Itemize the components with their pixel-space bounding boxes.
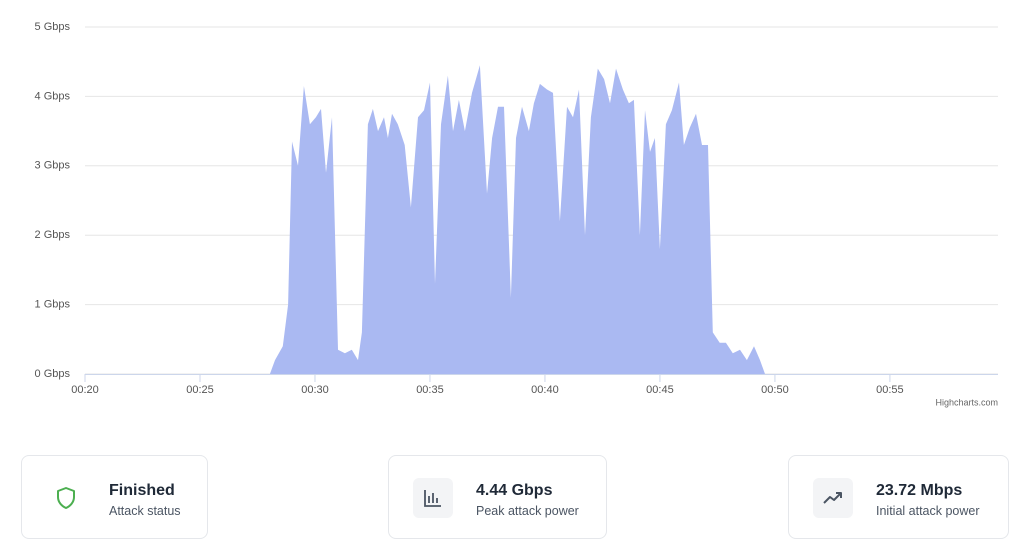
- stat-value: Finished: [109, 482, 175, 499]
- y-tick-label: 3 Gbps: [35, 160, 71, 172]
- status-icon: [46, 478, 86, 518]
- y-tick-label: 4 Gbps: [35, 90, 71, 102]
- stat-value: 4.44 Gbps: [476, 482, 553, 499]
- stat-card: 4.44 Gbps Peak attack power: [388, 455, 607, 539]
- peak-icon: [413, 478, 453, 518]
- x-tick-label: 00:40: [531, 384, 559, 396]
- trend-icon: [813, 478, 853, 518]
- y-tick-label: 5 Gbps: [35, 21, 71, 33]
- stat-label: Peak attack power: [476, 504, 579, 518]
- y-tick-label: 1 Gbps: [35, 299, 71, 311]
- y-tick-label: 2 Gbps: [35, 229, 71, 241]
- credits: Highcharts.com: [935, 397, 998, 407]
- stat-card: Finished Attack status: [21, 455, 208, 539]
- stat-label: Attack status: [109, 504, 181, 518]
- area: [85, 65, 998, 374]
- x-tick-label: 00:55: [876, 384, 904, 396]
- stat-label: Initial attack power: [876, 504, 980, 518]
- x-tick-label: 00:35: [416, 384, 444, 396]
- x-tick-label: 00:25: [186, 384, 214, 396]
- x-tick-label: 00:50: [761, 384, 789, 396]
- stat-value: 23.72 Mbps: [876, 482, 963, 499]
- y-tick-label: 0 Gbps: [35, 368, 71, 380]
- chart: Highcharts.com 0 Gbps 1 Gbps 2 Gbps 3 Gbps 4…: [35, 21, 998, 407]
- x-tick-label: 00:20: [71, 384, 99, 396]
- stat-card: 23.72 Mbps Initial attack power: [788, 455, 1009, 539]
- x-tick-label: 00:30: [301, 384, 329, 396]
- x-tick-label: 00:45: [646, 384, 674, 396]
